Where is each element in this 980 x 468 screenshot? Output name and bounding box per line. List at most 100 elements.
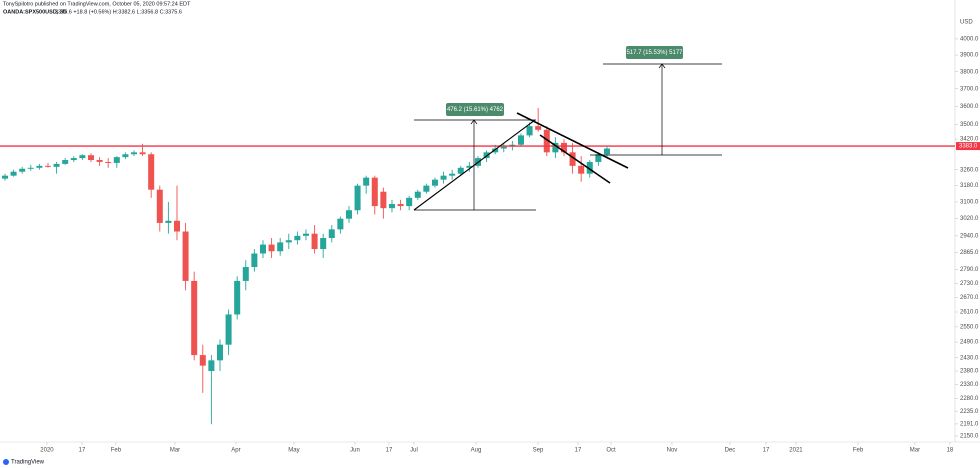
- y-tick-label: 3420.0: [960, 137, 979, 143]
- x-tick-label: Dec: [725, 448, 736, 454]
- x-tick-label: Jul: [410, 448, 418, 454]
- x-tick-label: Apr: [231, 448, 240, 454]
- candle-body: [165, 220, 172, 223]
- candle-body: [345, 210, 352, 219]
- candle-body: [380, 191, 387, 209]
- candle-body: [199, 355, 206, 366]
- candle-body: [36, 165, 43, 168]
- y-tick-label: 2280.0: [960, 396, 979, 402]
- candle-body: [431, 179, 438, 186]
- x-tick-label: 2021: [789, 448, 803, 454]
- candle-body: [363, 177, 370, 186]
- candle-body: [492, 148, 499, 153]
- candle-body: [603, 148, 610, 155]
- candle-body: [294, 235, 301, 241]
- x-tick-label: May: [288, 448, 299, 454]
- y-tick-label: 2150.0: [960, 434, 979, 440]
- measure-arrow: [470, 119, 478, 125]
- candle-body: [285, 240, 292, 243]
- candle-body: [560, 142, 567, 153]
- y-tick-label: 3100.0: [960, 200, 979, 206]
- currency: USD: [960, 20, 973, 26]
- annotation-box: [446, 103, 504, 116]
- candle-body: [586, 161, 593, 174]
- measure-arrow: [658, 63, 666, 69]
- y-tick-label: 3020.0: [960, 216, 979, 222]
- y-tick-label: 2490.0: [960, 340, 979, 346]
- y-tick-label: 3260.0: [960, 167, 979, 173]
- x-tick-label: Nov: [667, 448, 678, 454]
- candle-body: [457, 167, 464, 174]
- candle-body: [569, 152, 576, 166]
- y-tick-label: 3700.0: [960, 86, 979, 92]
- x-tick-label: Feb: [853, 448, 864, 454]
- x-tick-label: Mar: [170, 448, 180, 454]
- candle-body: [251, 253, 258, 268]
- candle-body: [397, 204, 404, 207]
- annotation: 517.7 (15.53%) 5177: [626, 50, 683, 56]
- y-tick-label: 2865.0: [960, 250, 979, 256]
- candle-body: [10, 171, 17, 176]
- y-tick-label: 2610.0: [960, 310, 979, 316]
- candle-body: [70, 158, 77, 161]
- candle-body: [552, 142, 559, 153]
- x-tick-label: Mar: [910, 448, 920, 454]
- candle-body: [113, 157, 120, 163]
- symbol: OANDA:SPX500USD, 3D: [3, 9, 67, 15]
- candle-body: [423, 185, 430, 192]
- trend-line: [413, 119, 536, 211]
- y-tick-label: 4000.0: [960, 36, 979, 42]
- price-label: 3383.0: [959, 144, 978, 150]
- y-tick-label: 2380.0: [960, 369, 979, 375]
- candle-body: [578, 165, 585, 174]
- candle-body: [156, 189, 163, 223]
- candle-body: [216, 344, 223, 361]
- y-tick-label: 2730.0: [960, 281, 979, 287]
- candle-body: [1, 175, 8, 179]
- candle-body: [139, 152, 146, 155]
- candle-body: [526, 126, 533, 136]
- x-tick-label: 18: [947, 448, 954, 454]
- candle-body: [225, 314, 232, 345]
- candle-body: [371, 177, 378, 207]
- y-tick-label: 2330.0: [960, 382, 979, 388]
- candle-body: [277, 242, 284, 252]
- candle-body: [191, 280, 198, 356]
- quote: 3375.6 +18.8 (+0.56%) H:3382.6 L:3356.8 …: [55, 9, 182, 15]
- y-tick-label: 2550.0: [960, 324, 979, 330]
- candle-body: [234, 280, 241, 315]
- candle-body: [19, 168, 26, 172]
- candle-body: [406, 197, 413, 207]
- candle-body: [311, 233, 318, 250]
- x-tick-label: 17: [79, 448, 86, 454]
- candle-body: [440, 175, 447, 180]
- logo-icon: [3, 459, 9, 465]
- candle-body: [466, 165, 473, 168]
- x-tick-label: Sep: [533, 448, 544, 454]
- price-label-bg: [956, 142, 980, 151]
- y-tick-label: 2940.0: [960, 233, 979, 239]
- x-tick-label: 17: [386, 448, 393, 454]
- candle-body: [414, 191, 421, 198]
- candle-body: [543, 129, 550, 153]
- channel-lower: [539, 134, 611, 184]
- drawings: [413, 63, 722, 211]
- y-tick-label: 2191.0: [960, 422, 979, 428]
- channel-upper: [516, 112, 629, 169]
- candle-body: [595, 154, 602, 162]
- candle-body: [320, 238, 327, 250]
- candle-body: [388, 204, 395, 209]
- logo-bg: [0, 456, 44, 468]
- candle-body: [483, 152, 490, 159]
- candle-body: [517, 135, 524, 145]
- candle-body: [268, 244, 275, 252]
- x-tick-label: 17: [763, 448, 770, 454]
- y-tick-label: 3500.0: [960, 122, 979, 128]
- candle-body: [173, 220, 180, 232]
- candle-body: [208, 360, 215, 372]
- publisher: TonySpilotro published on TradingView.co…: [3, 1, 191, 7]
- candle-body: [337, 218, 344, 230]
- candle-body: [354, 185, 361, 211]
